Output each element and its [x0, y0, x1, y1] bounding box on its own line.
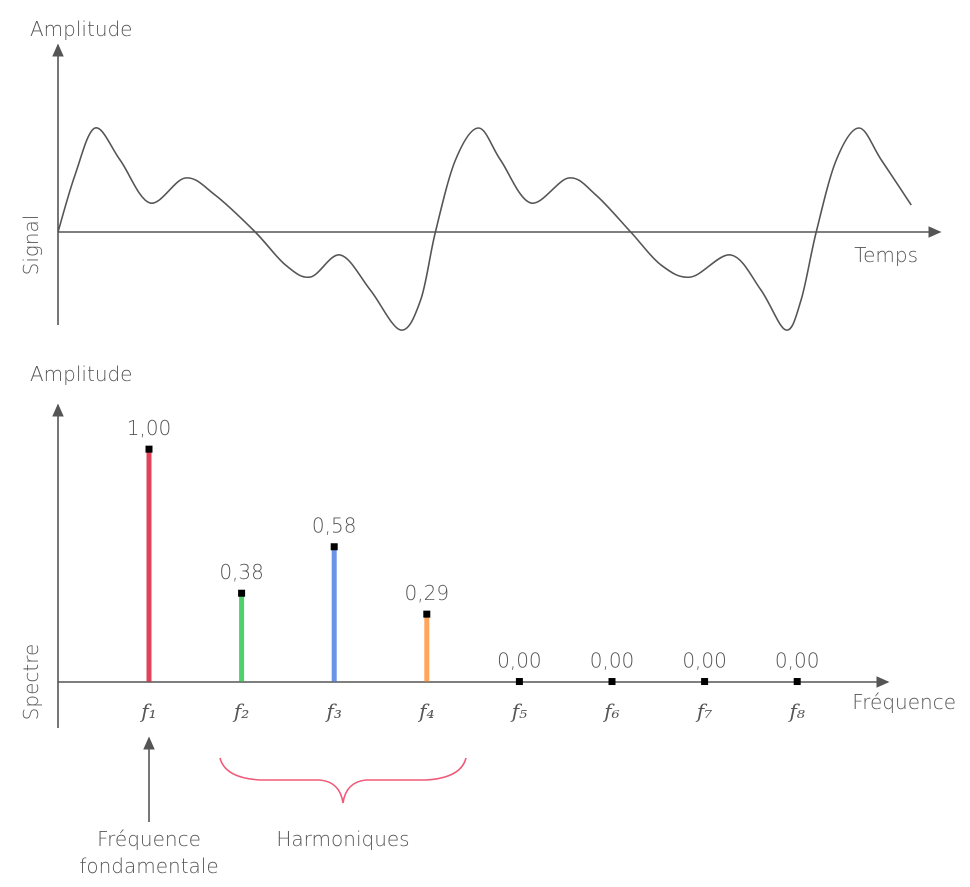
x-tick-label: f₁ [139, 699, 156, 723]
annotation: Harmoniques [276, 827, 409, 851]
x-tick-label: f₅ [510, 699, 527, 723]
x-tick-label: f₈ [787, 699, 804, 723]
bar [331, 546, 337, 682]
value-label: 0,58 [312, 514, 357, 538]
axis-label: Fréquence [852, 690, 956, 714]
x-tick-label: f₇ [695, 699, 712, 723]
x-tick-label: f₆ [602, 699, 619, 723]
brace [219, 757, 467, 804]
annotation: fondamentale [79, 854, 218, 878]
value-label: 1,00 [127, 416, 172, 440]
bar [424, 614, 430, 682]
axis-label: Temps [854, 243, 918, 267]
annotation: Fréquence [97, 827, 201, 851]
bar-cap [145, 445, 153, 453]
value-label: 0,00 [682, 649, 727, 673]
bar [146, 449, 152, 682]
value-label: 0,29 [405, 581, 450, 605]
value-label: 0,38 [219, 560, 264, 584]
x-tick-label: f₃ [324, 699, 341, 723]
bar-cap [793, 678, 801, 686]
value-label: 0,00 [497, 649, 542, 673]
axis-label: Amplitude [30, 17, 133, 41]
signal-line [57, 127, 912, 331]
x-tick-label: f₂ [232, 699, 249, 723]
x-tick-label: f₄ [417, 699, 434, 723]
axis-label: Amplitude [30, 362, 133, 386]
bar-cap [238, 589, 246, 597]
bar [239, 593, 245, 682]
value-label: 0,00 [775, 649, 820, 673]
bar-cap [515, 678, 523, 686]
bar-cap [423, 610, 431, 618]
bar-cap [330, 543, 338, 551]
value-label: 0,00 [590, 649, 635, 673]
bar-cap [701, 678, 709, 686]
bar-cap [608, 678, 616, 686]
axis-label: Signal [19, 215, 43, 276]
axis-label: Spectre [19, 644, 43, 721]
